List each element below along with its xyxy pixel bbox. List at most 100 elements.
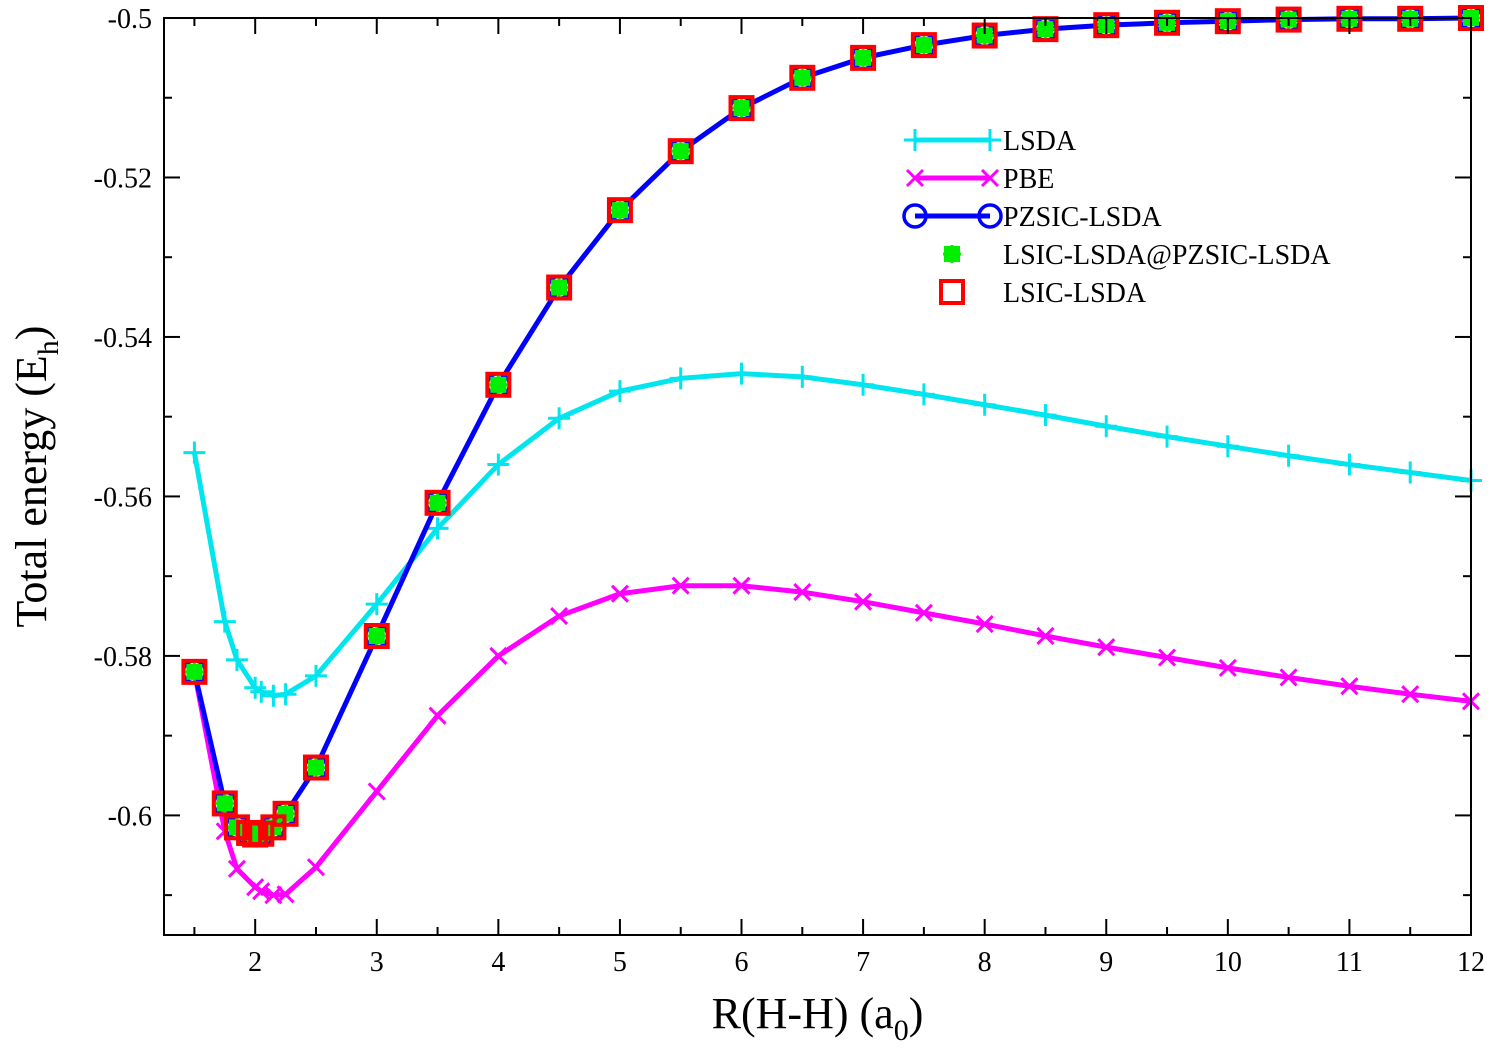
point-lsda [274,683,297,706]
point-lsic-lsda [272,800,299,827]
x-tick-label: 10 [1214,947,1242,978]
legend-entry-lsda: LSDA [904,126,1077,157]
point-lsic-lsda [850,44,877,71]
legend-entry-pbe: PBE [905,164,1054,195]
legend-marker [905,168,925,188]
point-lsda [426,517,449,540]
point-lsic-lsda [1154,9,1181,36]
point-lsic-lsda [910,32,937,59]
point-lsic-lsda-pzsic-lsda [428,493,447,512]
line-pzsic-lsda [191,15,1472,838]
point-lsda [1156,425,1179,448]
point-lsic-lsda-pzsic-lsda [215,794,234,813]
point-lsda [548,407,571,430]
point-pbe [550,606,569,626]
point-lsda [250,680,273,703]
point-pbe [854,592,873,611]
point-lsda [1338,453,1361,476]
point-lsda [487,453,510,476]
legend-marker [902,203,928,229]
y-tick-label: -0.58 [94,642,152,673]
legend-entry-lsic-lsda: LSIC-LSDA [939,278,1147,309]
legend-entry-pzsic-lsda: PZSIC-LSDA [902,202,1162,233]
legend-marker [939,279,965,305]
point-lsic-lsda-pzsic-lsda [975,26,994,45]
series-lsic-lsda-pzsic-lsda [185,9,1480,844]
point-lsic-lsda [302,754,329,781]
point-lsic-lsda-pzsic-lsda [671,142,690,161]
point-pbe [1279,668,1298,687]
point-pbe [367,782,386,801]
point-lsic-lsda [728,95,755,122]
y-tick-label: -0.52 [94,163,152,194]
legend-label: PBE [1003,164,1054,195]
point-lsic-lsda-pzsic-lsda [793,68,812,87]
x-tick-label: 8 [978,947,992,978]
series-pzsic-lsda [181,5,1484,848]
point-lsda [1034,404,1057,427]
point-lsda [262,684,285,707]
series-lsic-lsda [181,5,1484,848]
point-pbe [1036,626,1055,646]
point-lsda [213,610,236,633]
point-pbe [428,706,447,725]
point-lsic-lsda-pzsic-lsda [610,201,629,220]
y-axis-title: Total energy (Eh) [7,326,65,628]
point-lsda [365,593,388,616]
y-tick-label: -0.54 [94,323,152,354]
point-pbe [732,576,751,595]
point-lsda [183,441,206,464]
point-lsda [1399,461,1422,484]
y-tick-label: -0.5 [108,4,152,35]
legend-label: LSIC-LSDA [1003,278,1147,309]
point-lsic-lsda [546,274,573,301]
point-lsic-lsda [606,197,633,224]
legend-label: LSDA [1003,126,1077,157]
legend-marker [977,203,1003,229]
x-tick-label: 11 [1336,947,1363,978]
x-tick-label: 5 [613,947,627,978]
point-pbe [227,859,247,878]
series-lsda [183,362,1482,707]
x-tick-label: 4 [491,947,505,978]
point-lsda [304,664,327,687]
point-lsic-lsda-pzsic-lsda [185,662,204,681]
point-lsda [791,365,814,388]
point-pbe [1218,658,1237,677]
point-lsic-lsda-pzsic-lsda [914,36,933,55]
point-pbe [489,646,508,665]
legend: LSDA PBE PZSIC-LSDA LSIC-LSDA@PZSIC-LSDA LSI… [902,126,1331,309]
point-lsic-lsda-pzsic-lsda [367,626,386,645]
point-lsic-lsda [485,371,512,398]
legend-label: LSIC-LSDA@PZSIC-LSDA [1003,240,1331,271]
point-lsic-lsda-pzsic-lsda [550,278,569,297]
point-lsda [1277,444,1300,467]
x-axis-title: R(H-H) (a0) [712,989,924,1047]
point-pbe [793,583,812,602]
point-pbe [276,885,295,904]
legend-marker [980,168,1000,188]
point-lsda [669,367,692,390]
point-pbe [610,584,629,603]
x-tick-label: 3 [370,947,384,978]
point-pbe [252,882,271,901]
series-pbe [185,576,1481,905]
point-lsda [912,383,935,406]
point-lsda [973,393,996,416]
point-lsic-lsda-pzsic-lsda [489,375,508,394]
point-pbe [1401,685,1420,704]
plot-area [181,5,1484,905]
point-lsic-lsda [424,489,451,516]
point-lsda [1095,415,1118,438]
point-pbe [914,603,933,622]
point-lsic-lsda-pzsic-lsda [732,99,751,118]
point-lsic-lsda [363,622,390,649]
legend-marker [904,129,926,151]
point-lsic-lsda [1093,12,1120,39]
point-pbe [1340,677,1359,696]
x-tick-label: 7 [856,947,870,978]
x-tick-label: 2 [248,947,262,978]
x-tick-label: 9 [1099,947,1113,978]
point-lsic-lsda-pzsic-lsda [306,758,325,777]
